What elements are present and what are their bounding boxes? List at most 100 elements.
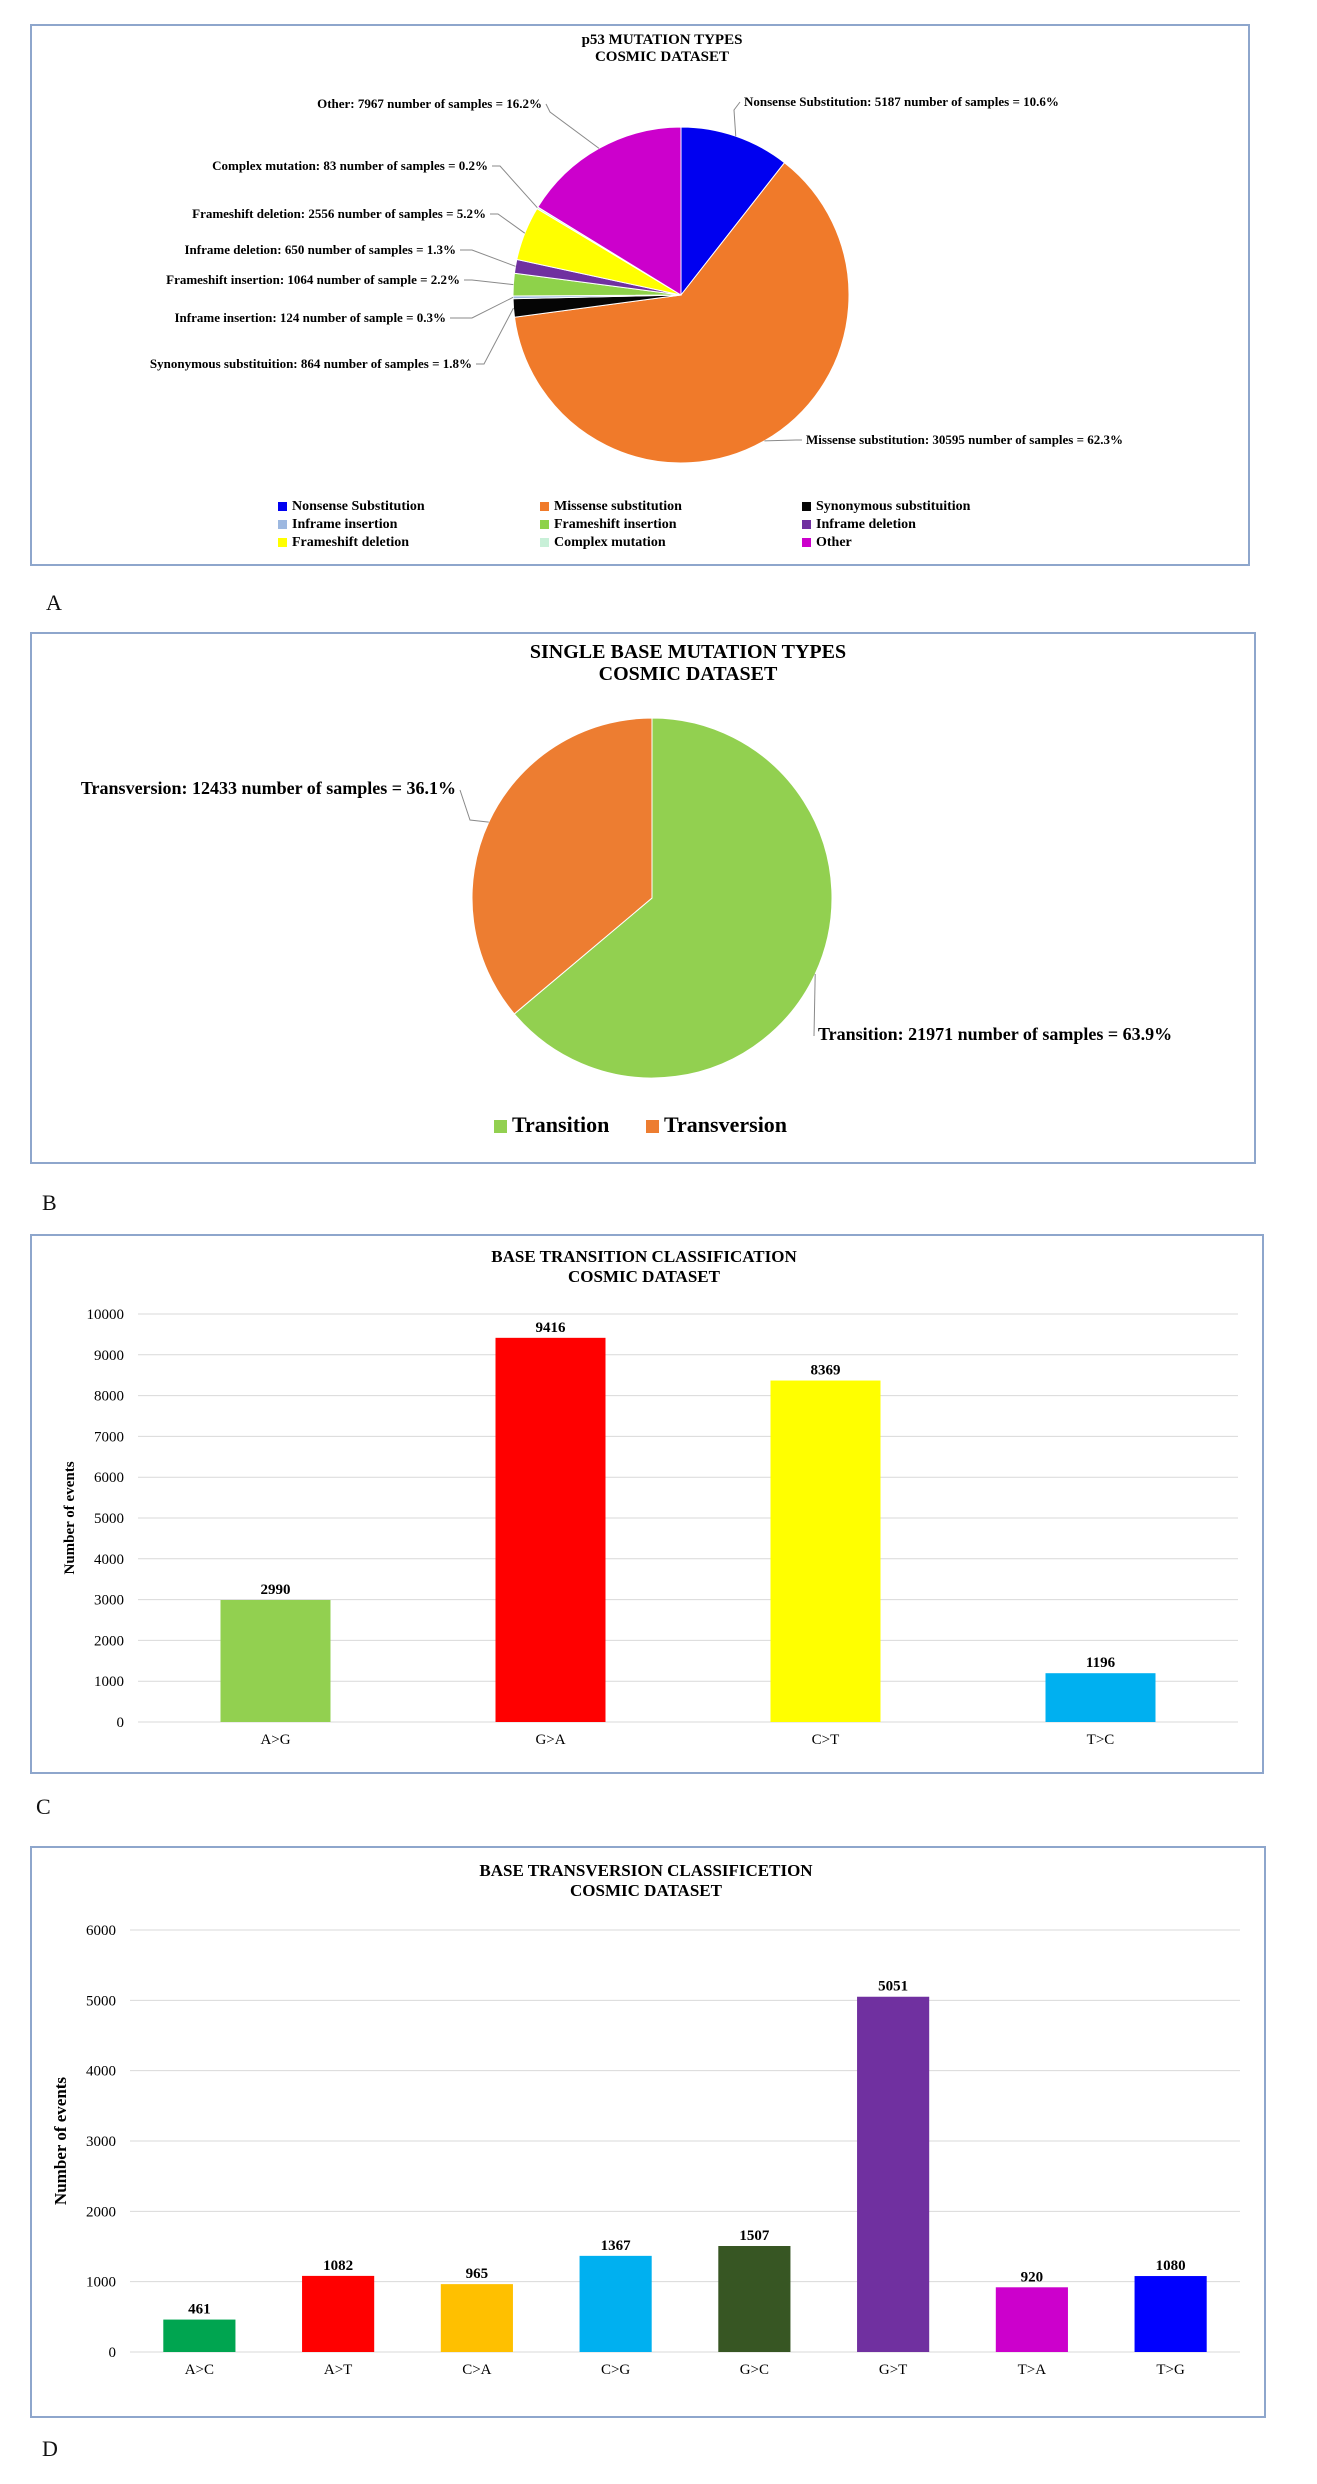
- y-tick-label-10000: 10000: [87, 1307, 125, 1323]
- data-label-c-a: 965: [466, 2266, 489, 2282]
- data-label-frameshift-insertion: Frameshift insertion: 1064 number of sam…: [166, 272, 460, 287]
- x-tick-label-a-c: A>C: [185, 2362, 214, 2378]
- leader-line-other: [545, 103, 600, 149]
- legend-entry-transition: Transition: [512, 1112, 609, 1137]
- y-axis-label: Number of events: [62, 1461, 78, 1574]
- bar-g-a: [495, 1337, 606, 1722]
- chart-subtitle: COSMIC DATASET: [568, 1267, 721, 1286]
- pie-slice-missense-substitution: [513, 161, 850, 464]
- leader-line-transversion: [459, 789, 489, 823]
- legend-entry-frameshift-insertion: Frameshift insertion: [554, 517, 677, 532]
- legend-swatch-frameshift-deletion: [278, 538, 287, 547]
- x-tick-label-c-t: C>T: [812, 1732, 840, 1748]
- y-tick-label-1000: 1000: [86, 2275, 116, 2291]
- y-tick-label-0: 0: [109, 2345, 117, 2361]
- y-tick-label-1000: 1000: [94, 1674, 124, 1690]
- y-tick-label-4000: 4000: [94, 1552, 124, 1568]
- bar-a-c: [163, 2319, 236, 2352]
- legend-swatch-missense-substitution: [540, 502, 549, 511]
- leader-line-inframe-deletion: [460, 249, 516, 267]
- chart-subtitle: COSMIC DATASET: [599, 663, 778, 685]
- bar-t-g: [1134, 2276, 1207, 2352]
- legend-entry-other: Other: [816, 535, 852, 550]
- panel-label-d: D: [42, 2436, 58, 2461]
- y-tick-label-4000: 4000: [86, 2064, 116, 2080]
- chart-panel-d: BASE TRANSVERSION CLASSIFICETION COSMIC D…: [30, 1846, 1266, 2418]
- leader-line-synonymous-substituition: [476, 307, 514, 365]
- data-label-g-c: 1507: [739, 2228, 770, 2244]
- legend-swatch-transition: [494, 1120, 507, 1133]
- x-tick-label-g-t: G>T: [879, 2362, 907, 2378]
- legend-swatch-synonymous-substituition: [802, 502, 811, 511]
- data-label-frameshift-deletion: Frameshift deletion: 2556 number of samp…: [192, 206, 486, 221]
- bar-c-a: [440, 2284, 513, 2352]
- chart-title: SINGLE BASE MUTATION TYPES: [530, 641, 846, 663]
- data-label-a-c: 461: [188, 2302, 211, 2318]
- x-tick-label-t-c: T>C: [1087, 1732, 1115, 1748]
- pie-slice-transition: [513, 717, 833, 1079]
- chart-title: BASE TRANSITION CLASSIFICATION: [491, 1247, 797, 1266]
- legend-swatch-nonsense-substitution: [278, 502, 287, 511]
- legend-entry-nonsense-substitution: Nonsense Substitution: [292, 499, 425, 514]
- y-tick-label-0: 0: [117, 1715, 125, 1731]
- data-label-t-a: 920: [1021, 2269, 1044, 2285]
- y-tick-label-3000: 3000: [86, 2134, 116, 2150]
- x-tick-label-a-g: A>G: [260, 1732, 290, 1748]
- y-tick-label-6000: 6000: [94, 1470, 124, 1486]
- data-label-transversion: Transversion: 12433 number of samples = …: [81, 778, 456, 798]
- data-label-nonsense-substitution: Nonsense Substitution: 5187 number of sa…: [744, 94, 1059, 109]
- panel-label-b: B: [42, 1190, 57, 1215]
- x-tick-label-g-c: G>C: [740, 2362, 769, 2378]
- legend-swatch-transversion: [646, 1120, 659, 1133]
- panel-label-a: A: [46, 590, 62, 615]
- chart-panel-b: SINGLE BASE MUTATION TYPES COSMIC DATASET…: [30, 632, 1256, 1164]
- data-label-t-c: 1196: [1086, 1655, 1116, 1671]
- leader-line-frameshift-insertion: [464, 279, 514, 286]
- legend-swatch-inframe-deletion: [802, 520, 811, 529]
- bar-g-c: [718, 2246, 791, 2352]
- pie-slice-transversion: [471, 717, 653, 1015]
- chart-panel-a: p53 MUTATION TYPES COSMIC DATASET Nonsense…: [30, 24, 1250, 566]
- legend-entry-inframe-insertion: Inframe insertion: [292, 517, 398, 532]
- chart-title: BASE TRANSVERSION CLASSIFICETION: [479, 1861, 813, 1880]
- bar-g-t: [857, 1996, 930, 2352]
- chart-subtitle: COSMIC DATASET: [570, 1881, 723, 1900]
- panel-label-c: C: [36, 1794, 51, 1819]
- bar-t-a: [995, 2287, 1068, 2352]
- y-tick-label-6000: 6000: [86, 1923, 116, 1939]
- legend-entry-complex-mutation: Complex mutation: [554, 535, 666, 550]
- y-tick-label-2000: 2000: [94, 1633, 124, 1649]
- y-tick-label-3000: 3000: [94, 1593, 124, 1609]
- data-label-synonymous-substituition: Synonymous substituition: 864 number of …: [150, 356, 472, 371]
- data-label-complex-mutation: Complex mutation: 83 number of samples =…: [212, 158, 488, 173]
- data-label-missense-substitution: Missense substitution: 30595 number of s…: [806, 432, 1123, 447]
- x-tick-label-t-a: T>A: [1018, 2362, 1047, 2378]
- bar-c-t: [770, 1380, 881, 1722]
- legend-entry-frameshift-deletion: Frameshift deletion: [292, 535, 409, 550]
- y-tick-label-7000: 7000: [94, 1429, 124, 1445]
- chart-panel-c: BASE TRANSITION CLASSIFICATION COSMIC DAT…: [30, 1234, 1264, 1774]
- data-label-a-t: 1082: [323, 2258, 353, 2274]
- bar-a-g: [220, 1600, 331, 1722]
- x-tick-label-c-g: C>G: [601, 2362, 630, 2378]
- x-tick-label-a-t: A>T: [324, 2362, 352, 2378]
- data-label-transition: Transition: 21971 number of samples = 63…: [818, 1024, 1172, 1044]
- legend-entry-synonymous-substituition: Synonymous substituition: [816, 499, 971, 514]
- legend-swatch-other: [802, 538, 811, 547]
- data-label-g-a: 9416: [536, 1320, 567, 1336]
- y-axis-label: Number of events: [51, 2077, 70, 2205]
- data-label-inframe-deletion: Inframe deletion: 650 number of samples …: [185, 242, 457, 257]
- y-tick-label-5000: 5000: [86, 1993, 116, 2009]
- data-label-c-g: 1367: [601, 2238, 632, 2254]
- y-tick-label-5000: 5000: [94, 1511, 124, 1527]
- x-tick-label-g-a: G>A: [535, 1732, 565, 1748]
- y-tick-label-8000: 8000: [94, 1389, 124, 1405]
- leader-line-complex-mutation: [492, 165, 538, 209]
- data-label-c-t: 8369: [811, 1363, 841, 1379]
- legend-swatch-inframe-insertion: [278, 520, 287, 529]
- data-label-g-t: 5051: [878, 1979, 908, 1995]
- y-tick-label-9000: 9000: [94, 1348, 124, 1364]
- leader-line-nonsense-substitution: [733, 101, 741, 137]
